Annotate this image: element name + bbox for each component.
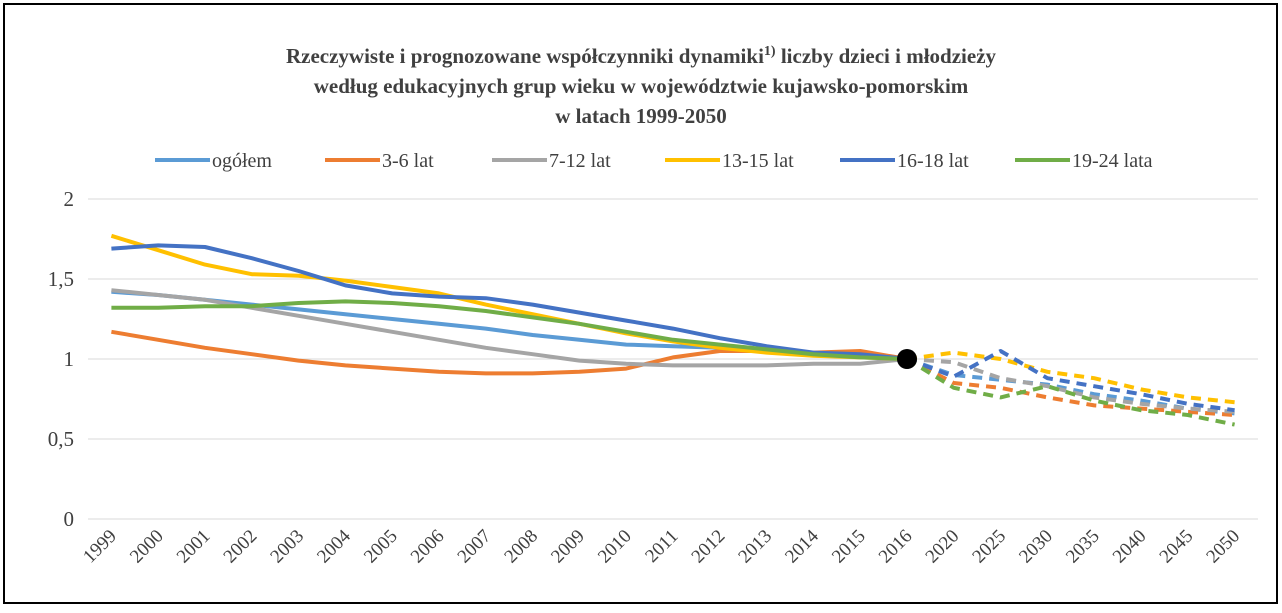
legend-label: 16-18 lat [897, 150, 969, 172]
legend-label: 3-6 lat [382, 150, 434, 172]
legend-label: 19-24 lata [1072, 150, 1153, 172]
y-tick-label: 1,5 [48, 267, 74, 291]
series-line [906, 357, 1235, 417]
y-tick-label: 2 [64, 187, 75, 211]
series-line [111, 299, 908, 361]
y-tick-label: 0,5 [48, 427, 74, 451]
chart-title: Rzeczywiste i prognozowane współczynniki… [286, 44, 997, 68]
chart-title: w latach 1999-2050 [555, 104, 727, 128]
series-line [906, 357, 1235, 414]
legend-label: 13-15 lat [722, 150, 794, 172]
chart-title: według edukacyjnych grup wieku w wojewód… [314, 74, 969, 98]
legend-label: ogółem [212, 150, 272, 172]
series-line [906, 350, 1235, 405]
series-line [111, 243, 908, 361]
title-note: 1) [764, 44, 776, 59]
series-line [906, 349, 1235, 413]
series-line [905, 357, 1236, 427]
title-line: liczby dzieci i młodzieży [776, 44, 997, 68]
highlight-point [897, 349, 917, 369]
series-line [110, 233, 908, 361]
legend-label: 7-12 lat [549, 150, 611, 172]
title-line: Rzeczywiste i prognozowane współczynniki… [286, 44, 764, 68]
y-tick-label: 0 [64, 507, 75, 531]
y-tick-label: 1 [64, 347, 75, 371]
